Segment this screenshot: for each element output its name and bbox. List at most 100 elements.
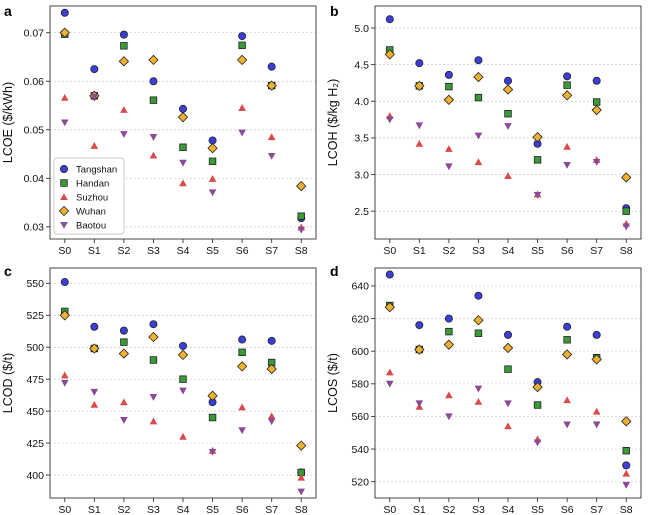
x-tick-label: S2 <box>117 504 130 515</box>
data-point <box>297 488 306 496</box>
legend-marker <box>60 164 69 173</box>
y-tick-label: 500 <box>26 342 44 354</box>
data-point <box>443 339 455 350</box>
x-tick-label: S8 <box>620 504 633 515</box>
data-point <box>385 116 394 124</box>
data-point <box>474 158 483 166</box>
data-point <box>238 32 247 41</box>
legend-marker <box>58 205 70 217</box>
x-tick-label: S6 <box>236 245 249 257</box>
data-point <box>238 403 246 411</box>
chart-panel-a: a 0.03 0.04 0.05 0.06 0.07 S0 S1 S2 S3 S4 S5 S6 S7 S8 L… <box>1 3 317 257</box>
data-point <box>149 96 158 104</box>
x-tick-label: S4 <box>177 504 190 515</box>
data-point <box>592 159 601 166</box>
data-point <box>415 139 424 147</box>
data-point <box>119 326 128 335</box>
data-point <box>502 342 514 354</box>
legend-label: Suzhou <box>76 193 108 204</box>
y-tick-label: 5.0 <box>354 23 369 35</box>
data-point <box>177 349 189 361</box>
data-point <box>238 427 246 435</box>
data-point <box>266 363 277 375</box>
data-point <box>60 379 69 387</box>
data-point <box>415 400 424 408</box>
data-point <box>592 330 601 339</box>
data-point <box>532 381 543 393</box>
series-wuhan <box>384 49 632 183</box>
y-tick-label: 580 <box>351 379 369 391</box>
data-point <box>238 41 246 50</box>
data-point <box>179 387 187 395</box>
x-tick-label: S5 <box>531 245 544 257</box>
legend-label: Baotou <box>76 221 106 232</box>
data-point <box>563 81 571 89</box>
x-tick-label: S7 <box>265 245 278 257</box>
data-point <box>473 315 484 326</box>
data-point <box>149 77 158 86</box>
data-point <box>474 385 483 393</box>
legend-marker <box>60 179 68 187</box>
data-point <box>60 371 69 379</box>
x-tick-label: S1 <box>88 245 101 257</box>
legend-label: Wuhan <box>76 207 106 218</box>
y-tick-label: 3.0 <box>354 169 369 181</box>
data-point <box>445 163 453 171</box>
data-point <box>621 172 632 183</box>
legend-label: Tangshan <box>76 165 117 176</box>
series-wuhan <box>59 27 307 192</box>
y-tick-label: 475 <box>26 374 44 386</box>
panel-label: a <box>4 3 12 19</box>
data-point <box>238 348 246 357</box>
data-point <box>208 136 217 145</box>
data-point <box>533 439 542 447</box>
series-handan <box>386 46 630 215</box>
data-point <box>591 104 602 116</box>
plot-frame <box>49 267 317 499</box>
x-tick-label: S3 <box>472 245 485 257</box>
data-point <box>533 191 542 199</box>
series-wuhan <box>59 310 307 451</box>
data-point <box>297 212 305 220</box>
y-tick-label: 0.07 <box>24 27 45 39</box>
x-tick-label: S5 <box>206 504 219 515</box>
data-point <box>267 152 276 160</box>
data-point <box>444 70 453 79</box>
data-point <box>385 15 394 24</box>
chart-panel-b: b 2.5 3.0 3.5 4.0 4.5 5.0 S0 S1 S2 S3 S4 S5 S6 S7 S8 LCO… <box>326 3 642 257</box>
x-tick-label: S4 <box>502 504 515 515</box>
data-point <box>60 8 69 17</box>
y-tick-label: 540 <box>351 444 369 456</box>
data-point <box>179 143 187 151</box>
x-tick-label: S0 <box>383 245 396 257</box>
series-baotou <box>60 93 306 234</box>
y-tick-label: 2.5 <box>354 206 369 218</box>
data-point <box>502 84 514 95</box>
y-tick-label: 0.03 <box>24 222 45 234</box>
data-point <box>207 143 218 154</box>
y-axis-title: LCOD ($/t) <box>1 353 15 413</box>
x-tick-label: S3 <box>472 504 485 515</box>
data-point <box>504 365 512 373</box>
data-point <box>385 270 394 279</box>
data-point <box>622 207 630 215</box>
data-point <box>563 421 571 429</box>
x-tick-label: S7 <box>590 504 603 515</box>
data-point <box>563 336 571 344</box>
series-suzhou <box>385 368 631 477</box>
y-tick-label: 450 <box>26 406 44 418</box>
y-tick-label: 620 <box>351 313 369 325</box>
x-tick-label: S6 <box>561 245 574 257</box>
data-point <box>561 349 573 360</box>
x-tick-label: S0 <box>58 245 71 257</box>
x-tick-label: S3 <box>147 504 160 515</box>
data-point <box>563 396 571 404</box>
data-point <box>414 344 425 355</box>
x-tick-label: S8 <box>295 504 308 515</box>
data-point <box>504 400 512 408</box>
data-point <box>90 142 99 149</box>
y-tick-label: 550 <box>26 278 44 290</box>
data-point <box>384 301 395 313</box>
x-tick-label: S5 <box>531 504 544 515</box>
data-point <box>207 390 218 401</box>
